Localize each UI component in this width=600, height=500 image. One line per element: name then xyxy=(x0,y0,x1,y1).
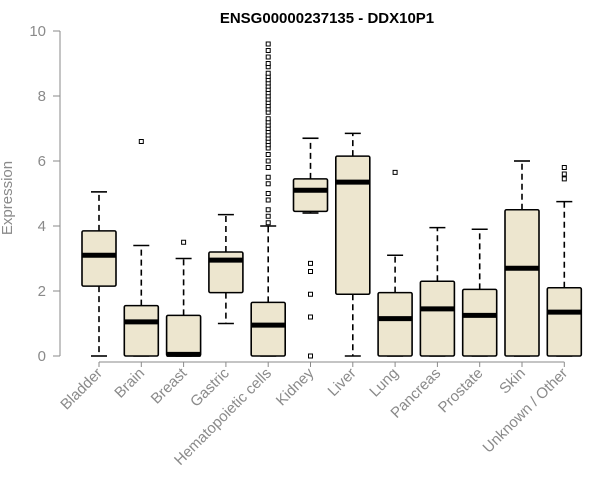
chart-title: ENSG00000237135 - DDX10P1 xyxy=(220,10,434,27)
box-body xyxy=(334,155,371,296)
x-tick-label: Brain xyxy=(111,365,148,402)
box-brain xyxy=(123,139,160,357)
outlier-point xyxy=(265,197,271,203)
box-kidney xyxy=(292,137,329,359)
outlier-point xyxy=(265,41,271,47)
outlier-point xyxy=(265,165,271,170)
outlier-point xyxy=(265,213,271,219)
y-tick-label: 2 xyxy=(38,283,46,300)
outlier-point xyxy=(561,165,567,170)
box-body xyxy=(165,314,202,357)
y-tick-label: 4 xyxy=(38,218,46,235)
y-tick-label: 6 xyxy=(38,153,46,170)
outlier-point xyxy=(265,61,271,66)
outlier-point xyxy=(265,54,271,60)
box-body xyxy=(461,288,498,357)
x-tick-label: Bladder xyxy=(57,365,106,414)
box-skin xyxy=(504,160,540,357)
outlier-point xyxy=(181,239,187,245)
box-hematopoietic-cells xyxy=(250,41,286,357)
x-tick-label: Lung xyxy=(366,365,402,401)
box-body xyxy=(419,280,456,357)
box-body xyxy=(123,304,160,357)
x-tick-label: Liver xyxy=(325,365,360,400)
outlier-point xyxy=(265,181,271,187)
outlier-point xyxy=(561,171,567,177)
box-prostate xyxy=(461,228,498,357)
box-liver xyxy=(334,132,371,357)
y-axis: 0 2 4 6 8 10 xyxy=(29,23,61,365)
box-body xyxy=(250,301,286,357)
outlier-point xyxy=(265,158,271,164)
plot-area xyxy=(81,41,583,359)
outlier-point xyxy=(308,260,313,266)
box-bladder xyxy=(81,191,117,357)
x-tick-label: Prostate xyxy=(435,365,487,417)
box-lung xyxy=(377,169,413,357)
outlier-point xyxy=(265,207,271,213)
outlier-point xyxy=(138,139,144,144)
outlier-point xyxy=(308,269,313,274)
outlier-point xyxy=(561,176,567,182)
y-tick-label: 10 xyxy=(29,23,46,40)
x-tick-label: Breast xyxy=(148,364,191,407)
outlier-point xyxy=(265,116,271,122)
y-axis-label: Expression xyxy=(0,161,16,235)
box-body xyxy=(81,230,117,287)
outlier-point xyxy=(265,174,271,180)
outlier-point xyxy=(265,191,271,196)
box-body xyxy=(377,291,413,357)
box-breast xyxy=(165,239,202,357)
x-tick-label: Skin xyxy=(496,365,529,398)
outlier-point xyxy=(265,220,271,226)
box-gastric xyxy=(208,213,244,325)
box-body xyxy=(546,286,583,357)
outlier-point xyxy=(392,169,398,175)
box-body xyxy=(504,208,540,357)
outlier-point xyxy=(308,314,313,320)
y-tick-label: 8 xyxy=(38,88,46,105)
y-tick-label: 0 xyxy=(38,348,46,365)
x-tick-label: Kidney xyxy=(273,364,318,409)
outlier-point xyxy=(265,152,271,157)
outlier-point xyxy=(308,353,313,359)
box-pancreas xyxy=(419,226,456,357)
box-body xyxy=(292,178,329,213)
box-unknown-other xyxy=(546,165,583,357)
outlier-point xyxy=(265,48,271,53)
outlier-point xyxy=(308,291,313,297)
outlier-point xyxy=(265,70,271,76)
